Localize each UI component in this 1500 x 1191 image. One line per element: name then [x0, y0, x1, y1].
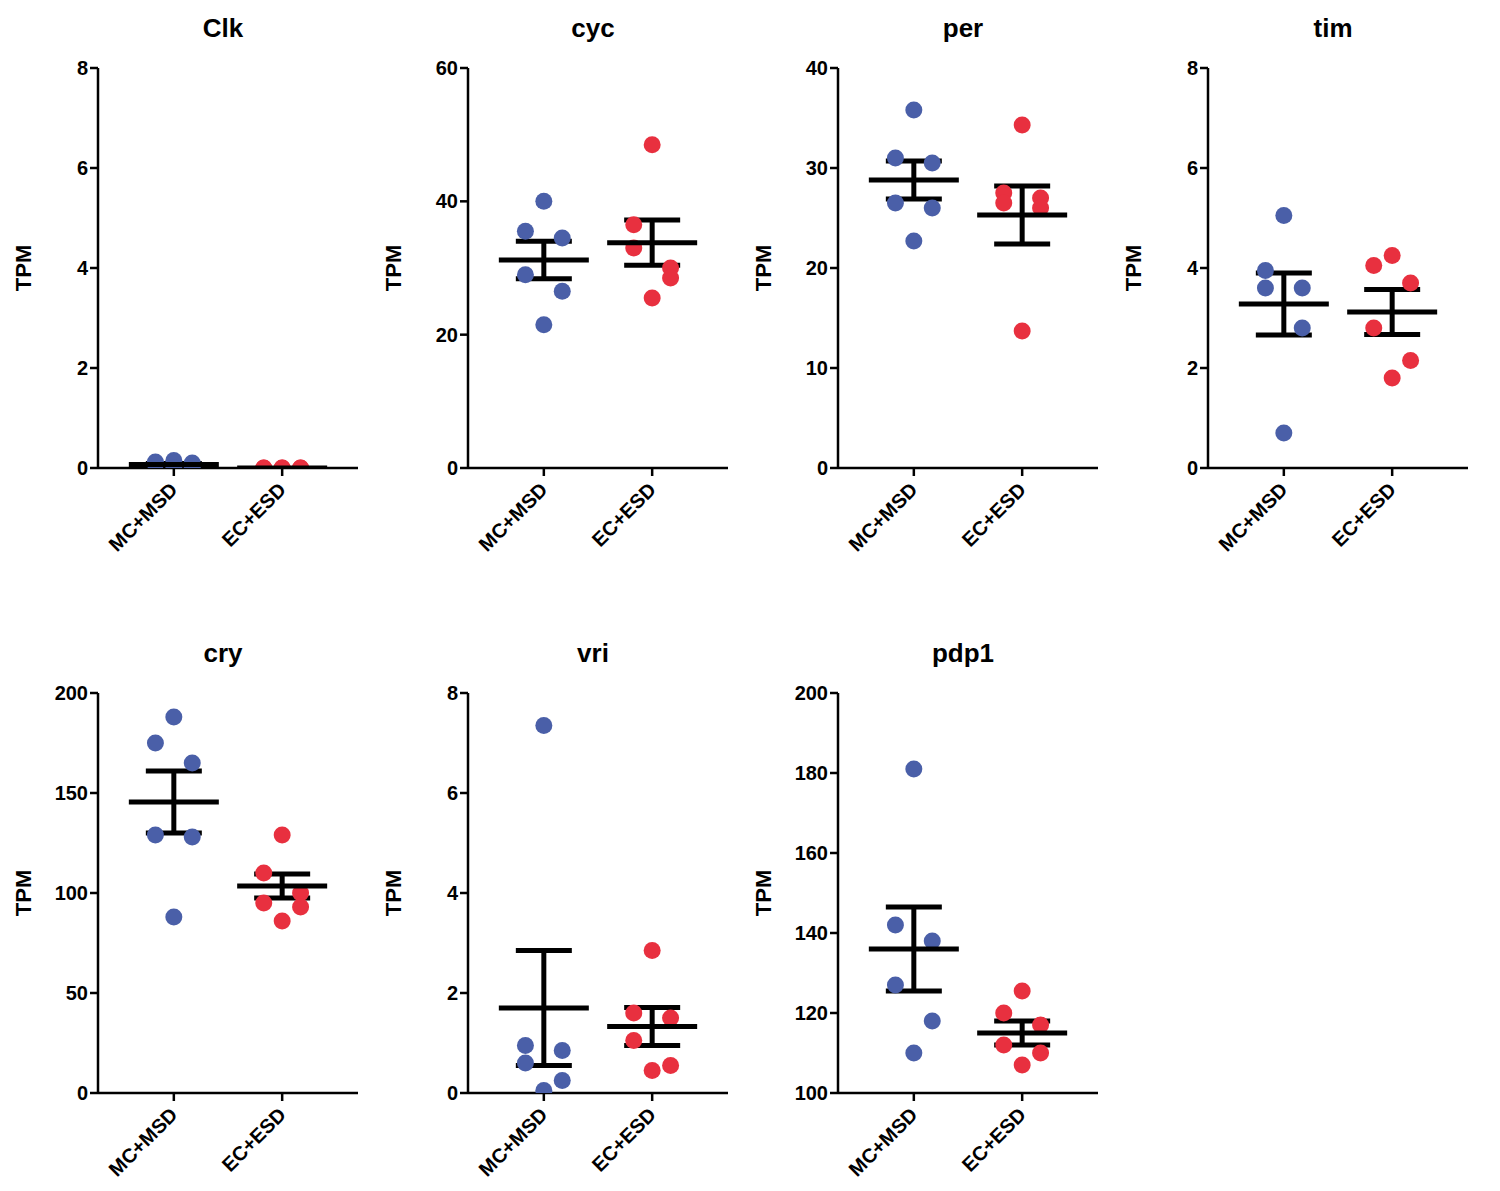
svg-text:TPM: TPM: [1121, 245, 1146, 291]
svg-text:2: 2: [1187, 357, 1198, 379]
svg-text:EC+ESD: EC+ESD: [217, 478, 290, 551]
svg-text:MC+MSD: MC+MSD: [104, 1103, 181, 1180]
svg-text:2: 2: [447, 982, 458, 1004]
svg-text:TPM: TPM: [11, 245, 36, 291]
svg-text:140: 140: [795, 922, 828, 944]
svg-text:200: 200: [55, 682, 88, 704]
svg-text:EC+ESD: EC+ESD: [587, 478, 660, 551]
svg-text:0: 0: [817, 457, 828, 479]
svg-text:0: 0: [447, 1082, 458, 1104]
svg-text:100: 100: [55, 882, 88, 904]
svg-text:4: 4: [1187, 257, 1199, 279]
svg-text:100: 100: [795, 1082, 828, 1104]
svg-text:TPM: TPM: [381, 870, 406, 916]
html-text:cry: cry: [203, 638, 243, 668]
svg-text:40: 40: [436, 190, 458, 212]
svg-text:20: 20: [436, 324, 458, 346]
svg-text:0: 0: [77, 457, 88, 479]
svg-text:6: 6: [447, 782, 458, 804]
svg-text:TPM: TPM: [381, 245, 406, 291]
svg-text:4: 4: [447, 882, 459, 904]
svg-text:TPM: TPM: [11, 870, 36, 916]
html-text:cyc: cyc: [571, 13, 615, 43]
svg-text:0: 0: [447, 457, 458, 479]
svg-text:120: 120: [795, 1002, 828, 1024]
svg-text:4: 4: [77, 257, 89, 279]
svg-text:EC+ESD: EC+ESD: [957, 1103, 1030, 1176]
html-text:per: per: [942, 13, 984, 43]
svg-text:MC+MSD: MC+MSD: [844, 478, 921, 555]
svg-text:MC+MSD: MC+MSD: [844, 1103, 921, 1180]
svg-text:8: 8: [1187, 57, 1198, 79]
svg-text:8: 8: [77, 57, 88, 79]
html-text:pdp1: pdp1: [931, 638, 994, 668]
svg-text:60: 60: [436, 57, 458, 79]
svg-text:6: 6: [1187, 157, 1198, 179]
svg-text:20: 20: [806, 257, 828, 279]
svg-text:0: 0: [1187, 457, 1198, 479]
svg-text:2: 2: [77, 357, 88, 379]
svg-text:150: 150: [55, 782, 88, 804]
svg-text:TPM: TPM: [751, 245, 776, 291]
svg-text:MC+MSD: MC+MSD: [474, 478, 551, 555]
svg-text:TPM: TPM: [751, 870, 776, 916]
svg-text:EC+ESD: EC+ESD: [957, 478, 1030, 551]
svg-text:180: 180: [795, 762, 828, 784]
svg-text:40: 40: [806, 57, 828, 79]
html-text:tim: tim: [1313, 13, 1353, 43]
svg-text:EC+ESD: EC+ESD: [217, 1103, 290, 1176]
svg-text:30: 30: [806, 157, 828, 179]
svg-text:MC+MSD: MC+MSD: [1214, 478, 1291, 555]
svg-text:EC+ESD: EC+ESD: [587, 1103, 660, 1176]
html-text:vri: vri: [577, 638, 609, 668]
svg-text:10: 10: [806, 357, 828, 379]
svg-text:8: 8: [447, 682, 458, 704]
svg-text:0: 0: [77, 1082, 88, 1104]
svg-text:160: 160: [795, 842, 828, 864]
svg-text:200: 200: [795, 682, 828, 704]
svg-text:MC+MSD: MC+MSD: [474, 1103, 551, 1180]
svg-text:50: 50: [66, 982, 88, 1004]
html-text:Clk: Clk: [202, 13, 244, 43]
svg-text:MC+MSD: MC+MSD: [104, 478, 181, 555]
svg-text:6: 6: [77, 157, 88, 179]
svg-text:EC+ESD: EC+ESD: [1327, 478, 1400, 551]
